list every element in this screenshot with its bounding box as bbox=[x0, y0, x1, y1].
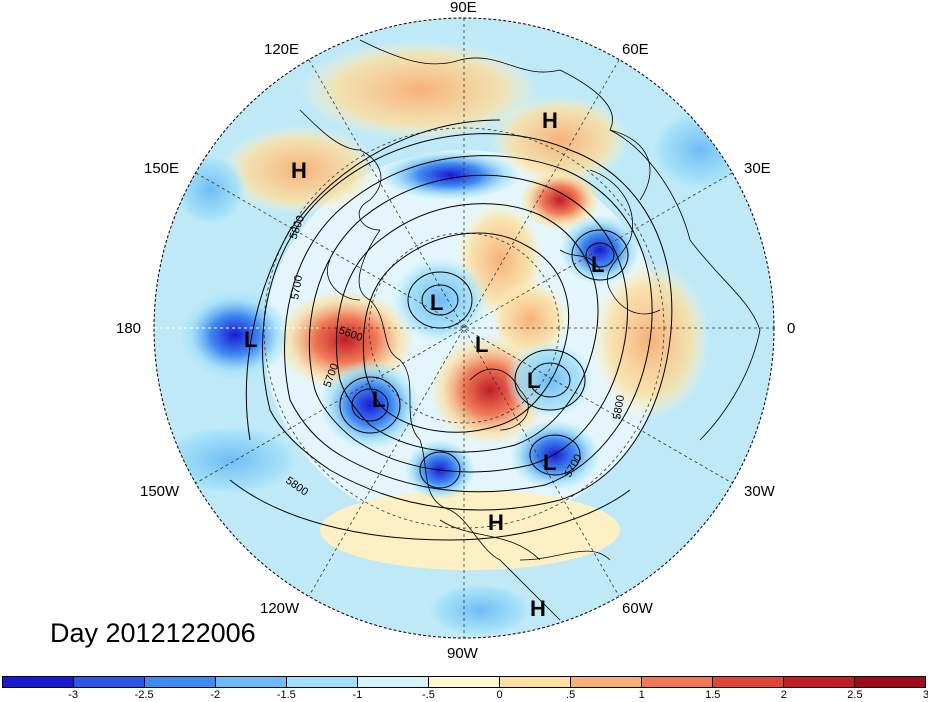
pressure-centers: H H H H L L L L L L L bbox=[244, 108, 604, 621]
low-marker: L bbox=[543, 450, 556, 475]
colorbar-tick-label: 2 bbox=[780, 689, 787, 701]
colorbar-segment bbox=[287, 677, 358, 687]
lon-label-120e: 120E bbox=[264, 41, 300, 58]
high-marker: H bbox=[291, 158, 307, 183]
colorbar-segment bbox=[358, 677, 429, 687]
colorbar-tick-label: -.5 bbox=[422, 689, 435, 701]
colorbar-segment bbox=[429, 677, 500, 687]
colorbar-segment bbox=[74, 677, 145, 687]
low-marker: L bbox=[591, 252, 604, 277]
map-boundary bbox=[153, 17, 775, 639]
colorbar-segment bbox=[571, 677, 642, 687]
colorbar-segment bbox=[500, 677, 571, 687]
lon-label-120w: 120W bbox=[260, 600, 300, 617]
colorbar-segment bbox=[642, 677, 713, 687]
lon-label-60w: 60W bbox=[622, 600, 653, 617]
geopotential-contours bbox=[229, 119, 673, 541]
low-marker: L bbox=[527, 368, 540, 393]
colorbar-tick-label: -2 bbox=[210, 689, 221, 701]
lon-label-90e: 90E bbox=[450, 0, 477, 16]
low-marker: L bbox=[475, 332, 488, 357]
low-marker: L bbox=[244, 327, 257, 352]
colorbar-segment bbox=[3, 677, 74, 687]
colorbar-tick-label: .5 bbox=[566, 689, 576, 701]
lon-label-30w: 30W bbox=[744, 483, 775, 500]
high-marker: H bbox=[488, 510, 504, 535]
colorbar-tick-label: 0 bbox=[496, 689, 503, 701]
lon-label-150w: 150W bbox=[140, 483, 180, 500]
high-marker: H bbox=[542, 108, 558, 133]
lon-label-90w: 90W bbox=[447, 645, 478, 662]
colorbar-segment bbox=[713, 677, 784, 687]
colorbar-tick-label: 3 bbox=[922, 689, 928, 701]
colorbar-segment bbox=[784, 677, 855, 687]
colorbar-tick-label: -1 bbox=[352, 689, 363, 701]
lon-label-0: 0 bbox=[787, 320, 796, 337]
lon-label-180: 180 bbox=[116, 320, 142, 337]
colorbar-segment bbox=[145, 677, 216, 687]
colorbar-tick-label: 1.5 bbox=[705, 689, 721, 701]
colorbar-tick-label: -2.5 bbox=[134, 689, 154, 701]
low-marker: L bbox=[372, 387, 385, 412]
lon-label-60e: 60E bbox=[622, 41, 649, 58]
high-marker: H bbox=[530, 596, 546, 621]
contour-label: 5700 bbox=[289, 274, 305, 300]
lon-label-150e: 150E bbox=[144, 160, 180, 177]
lon-label-30e: 30E bbox=[744, 160, 771, 177]
low-marker: L bbox=[430, 290, 443, 315]
colorbar-tick-label: -1.5 bbox=[276, 689, 296, 701]
colorbar-tick-label: 1 bbox=[638, 689, 645, 701]
contour-label: 5800 bbox=[611, 394, 627, 420]
coastlines bbox=[299, 39, 761, 621]
colorbar bbox=[2, 676, 926, 688]
colorbar-tick-label: -3 bbox=[68, 689, 78, 701]
colorbar-segment bbox=[216, 677, 287, 687]
colorbar-segment bbox=[855, 677, 925, 687]
colorbar-tick-label: 2.5 bbox=[847, 689, 863, 701]
map-title: Day 2012122006 bbox=[50, 618, 256, 648]
anomaly-field bbox=[154, 18, 774, 638]
